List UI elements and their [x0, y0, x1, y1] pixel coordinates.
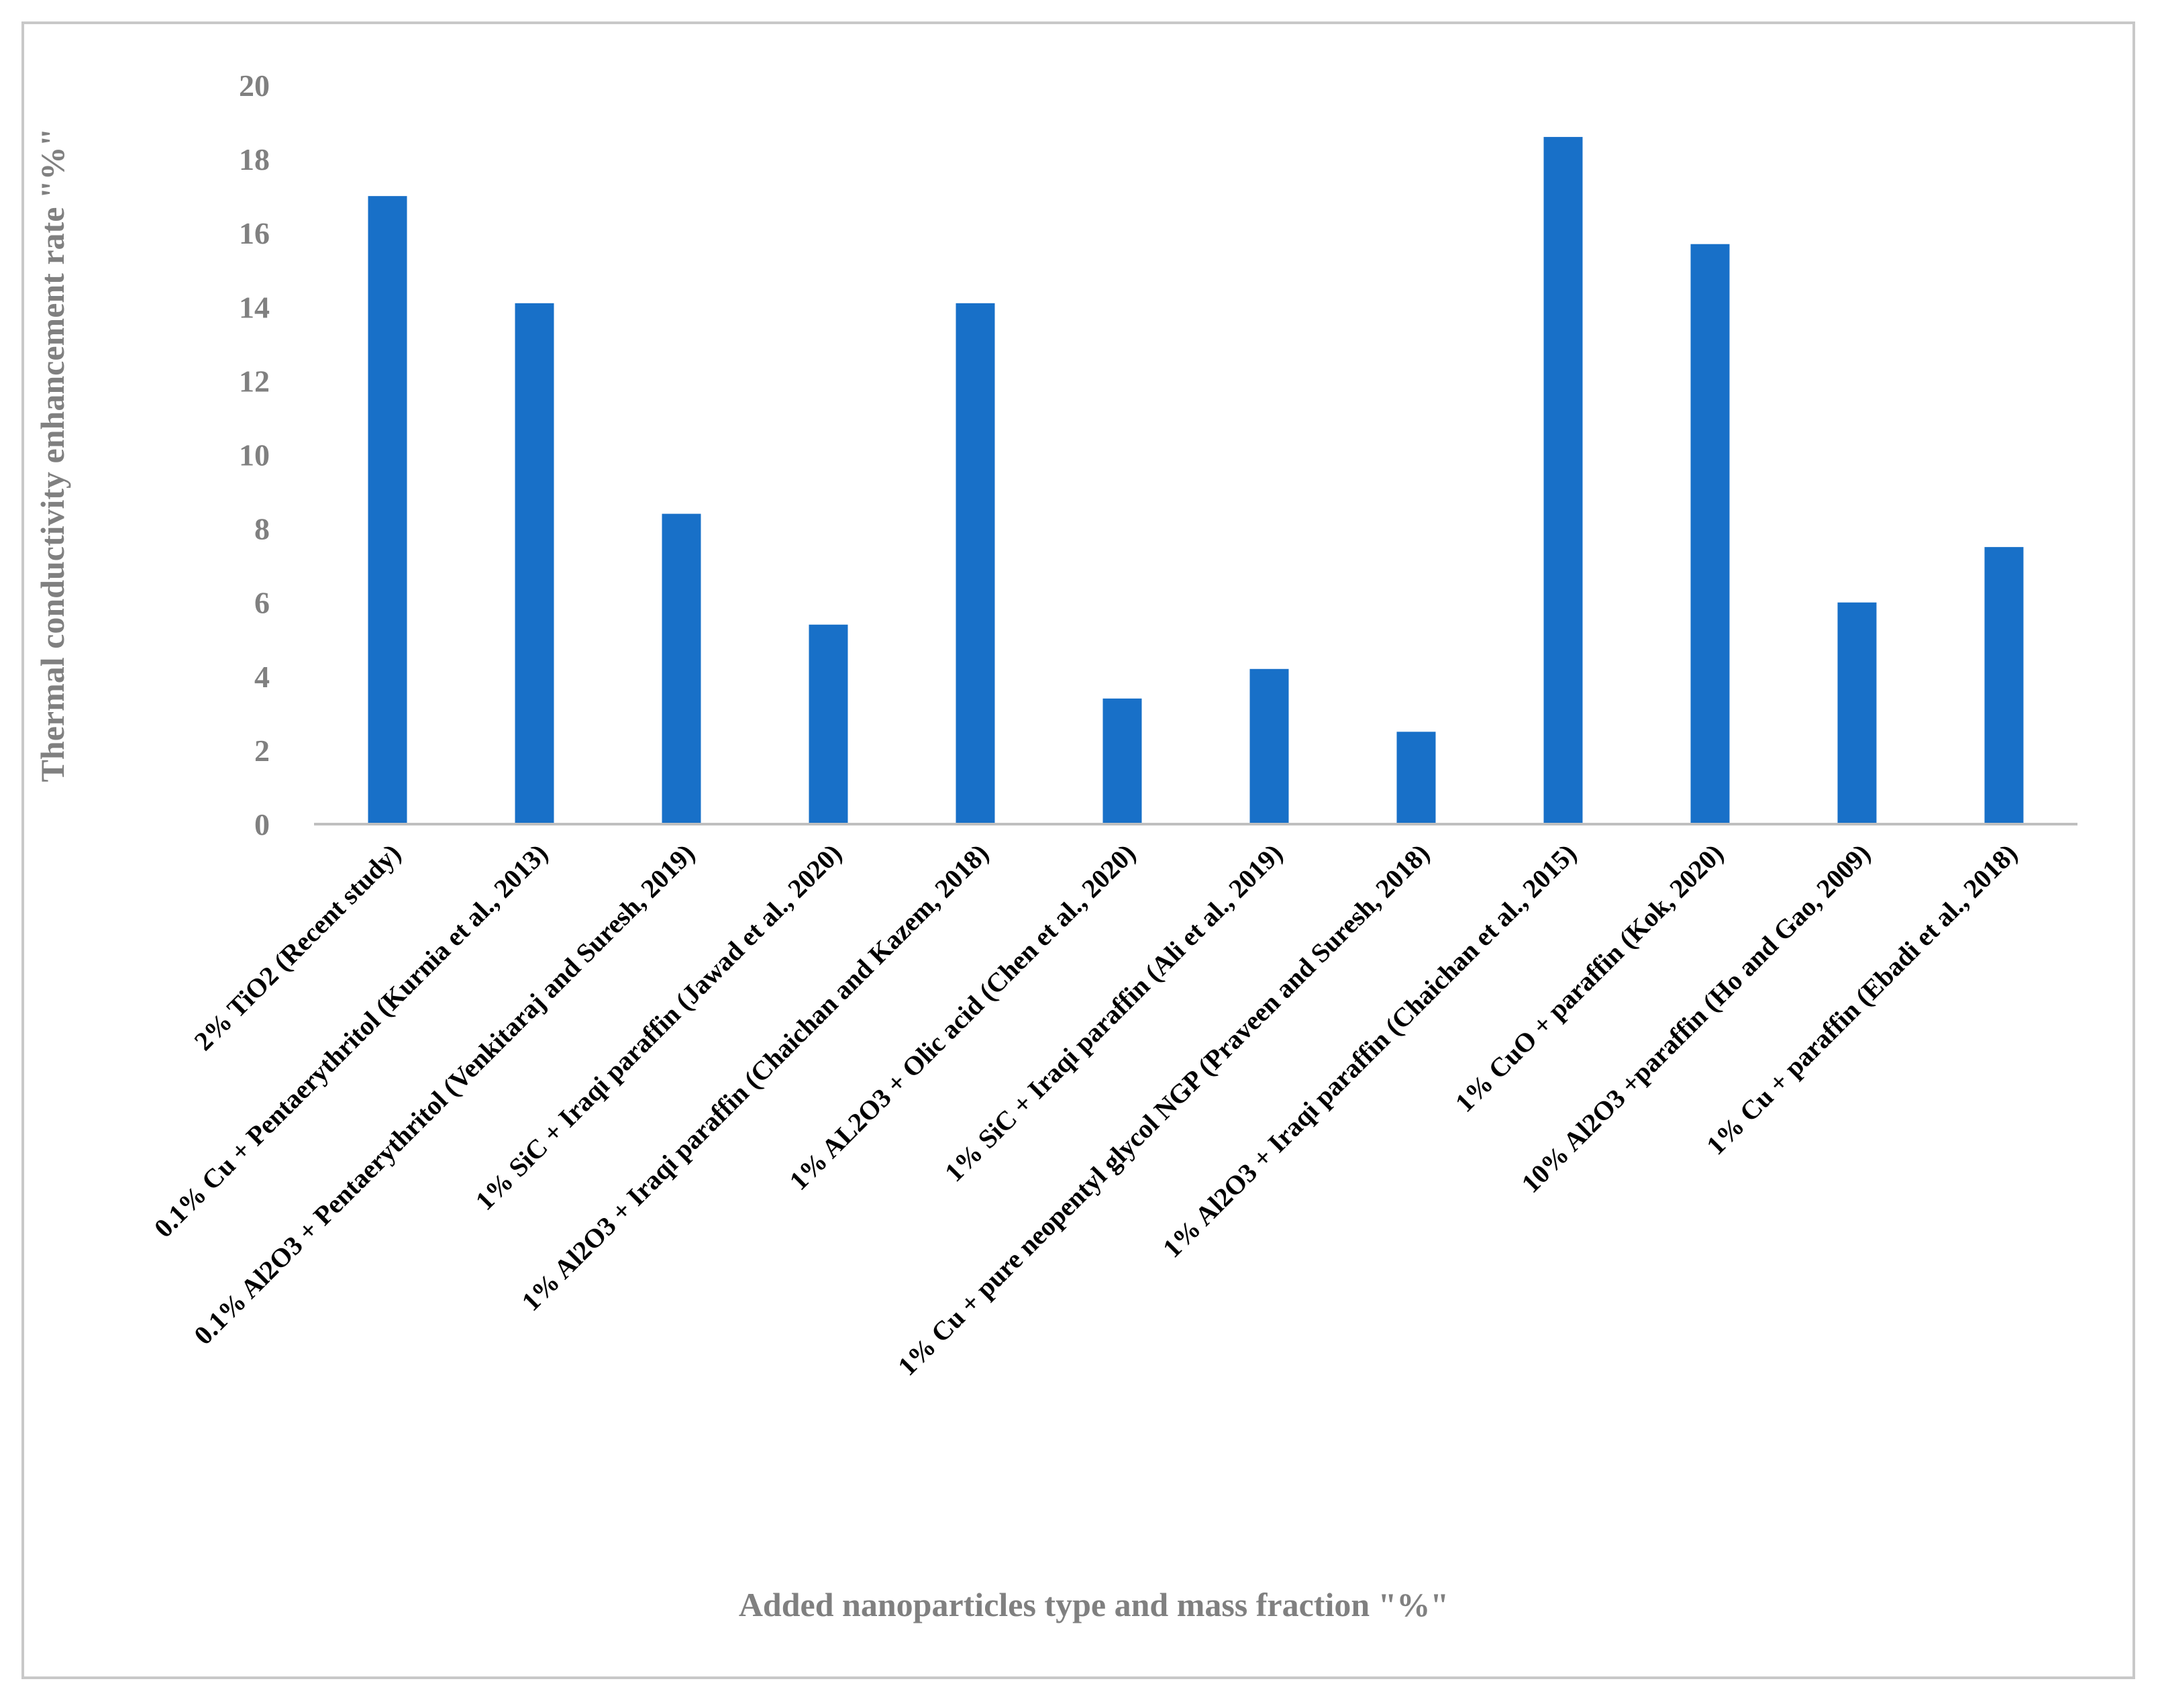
bar: [1690, 244, 1730, 825]
y-tick-label: 18: [239, 142, 270, 177]
bar: [1396, 732, 1436, 824]
category-labels: 2% TiO2 (Recent study)0.1% Cu + Pentaery…: [148, 838, 2023, 1382]
bar: [368, 196, 407, 824]
bar: [956, 303, 995, 824]
bar: [1837, 602, 1877, 824]
y-tick-label: 4: [254, 660, 270, 694]
bar: [1984, 547, 2024, 824]
x-category-label: 0.1% Al2O3 + Pentaerythritol (Venkitaraj…: [188, 838, 701, 1351]
x-category-label: 1% Cu + paraffin (Ebadi et al., 2018): [1700, 838, 2023, 1161]
bar: [515, 303, 554, 824]
y-tick-label: 8: [254, 512, 270, 546]
y-tick-label: 2: [254, 734, 270, 768]
x-category-label: 1% SiC + Iraqi paraffin (Ali et al., 201…: [939, 838, 1288, 1188]
x-category-label: 1% CuO + paraffin (Kok, 2020): [1449, 838, 1729, 1118]
bars: [368, 137, 2024, 825]
x-axis-title: Added nanoparticles type and mass fracti…: [739, 1586, 1449, 1623]
y-axis-ticks: 0 2 4 6 8 10 12 14 16 18 20: [239, 68, 270, 842]
bar: [1249, 668, 1289, 824]
y-tick-label: 6: [254, 586, 270, 620]
bar: [809, 624, 848, 824]
bar: [1102, 698, 1142, 824]
bar: [662, 513, 701, 824]
x-category-label: 1% Cu + pure neopentyl glycol NGP (Prave…: [892, 838, 1435, 1382]
y-tick-label: 14: [239, 290, 270, 324]
y-tick-label: 12: [239, 364, 270, 398]
y-tick-label: 10: [239, 438, 270, 472]
y-tick-label: 0: [254, 807, 270, 842]
y-tick-label: 16: [239, 216, 270, 250]
y-axis-title: Thermal conductivity enhancement rate "%…: [34, 128, 71, 783]
bar: [1543, 137, 1583, 824]
y-tick-label: 20: [239, 68, 270, 103]
